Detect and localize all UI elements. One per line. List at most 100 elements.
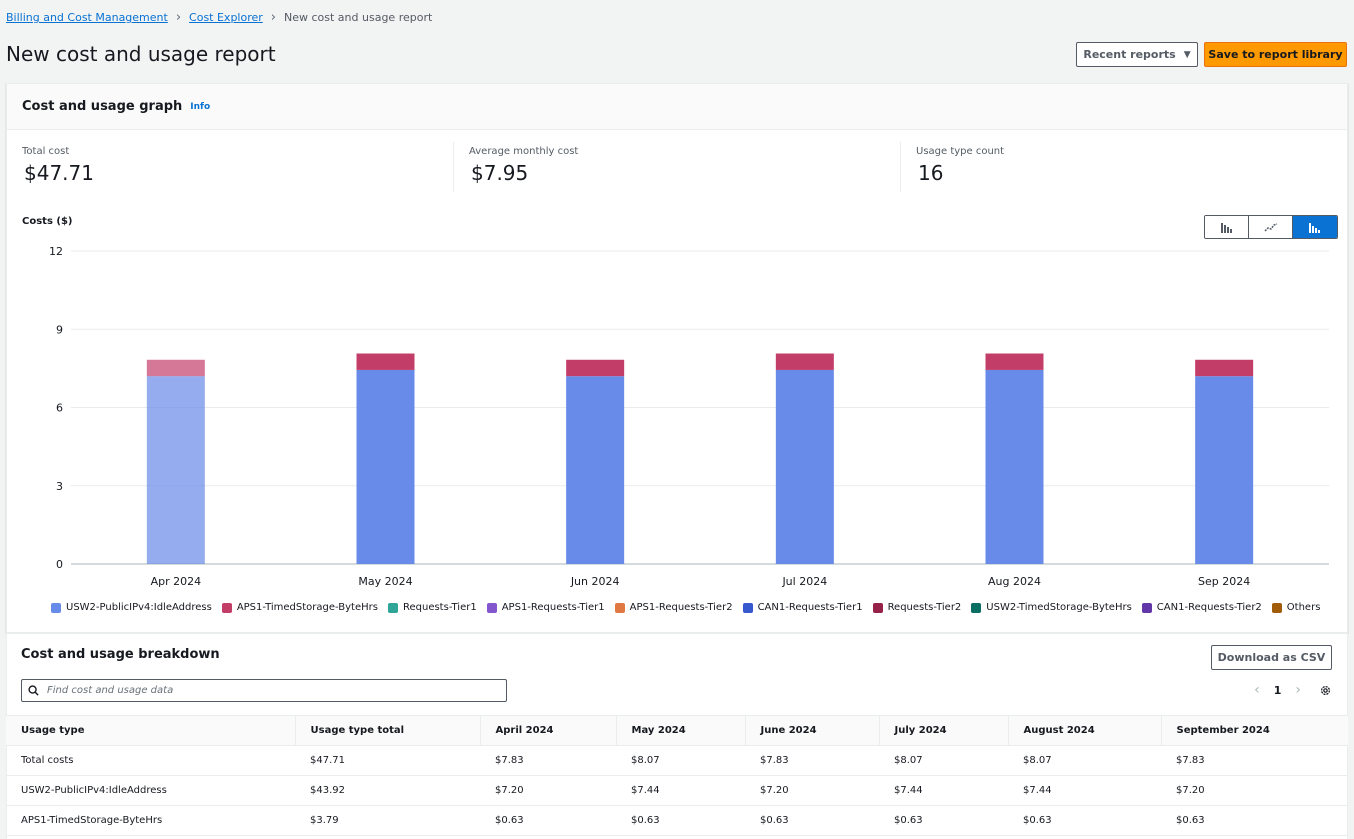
metric-label: Average monthly cost [469,146,579,157]
info-link[interactable]: Info [190,101,211,112]
breadcrumb: Billing and Cost Management › Cost Explo… [6,10,432,25]
bar-segment [1195,359,1254,377]
legend-item[interactable]: APS1-Requests-Tier1 [486,602,605,613]
column-header[interactable]: September 2024 [1160,715,1348,746]
legend-label: USW2-TimedStorage-ByteHrs [986,602,1132,613]
chevron-left-icon[interactable]: ‹ [1254,682,1260,698]
download-csv-label: Download as CSV [1217,651,1326,664]
metric-value: 16 [918,161,944,185]
search-input[interactable] [47,685,487,696]
recent-reports-button[interactable]: Recent reports ▼ [1076,42,1198,67]
page-title: New cost and usage report [6,42,276,66]
table-cell: $8.07 [616,745,745,776]
x-tick-label: Aug 2024 [988,575,1041,588]
stacked-bar-chart-toggle[interactable] [1293,216,1337,238]
y-tick-label: 3 [56,480,63,493]
legend-label: Requests-Tier1 [402,602,477,613]
legend-item[interactable]: USW2-PublicIPv4:IdleAddress [51,602,212,613]
bar-segment [1195,376,1254,564]
bar-chart-toggle[interactable] [1205,216,1249,238]
breakdown-table-wrap: Usage type Usage type total April 2024 M… [6,715,1348,836]
table-cell: $0.63 [480,805,616,836]
legend-swatch [1141,602,1152,613]
table-cell: $7.83 [1161,745,1348,776]
legend-item[interactable]: USW2-TimedStorage-ByteHrs [971,602,1132,613]
table-cell: $0.63 [879,805,1008,836]
y-tick-label: 0 [56,558,63,571]
table-cell: $7.44 [879,775,1008,806]
column-header[interactable]: Usage type total [294,715,480,746]
line-chart-toggle[interactable] [1249,216,1293,238]
table-cell: APS1-TimedStorage-ByteHrs [6,805,295,836]
legend-item[interactable]: CAN1-Requests-Tier1 [742,602,863,613]
table-cell: $7.83 [745,745,879,776]
legend-item[interactable]: APS1-TimedStorage-ByteHrs [221,602,378,613]
chevron-right-icon[interactable]: › [1295,682,1301,698]
table-cell: USW2-PublicIPv4:IdleAddress [6,775,295,806]
column-header[interactable]: May 2024 [615,715,745,746]
column-header[interactable]: August 2024 [1007,715,1161,746]
legend-swatch [51,602,61,613]
y-tick-label: 6 [56,402,63,415]
download-csv-button[interactable]: Download as CSV [1211,645,1332,670]
gear-icon[interactable] [1319,684,1332,697]
legend-item[interactable]: Requests-Tier1 [387,602,477,613]
page-number[interactable]: 1 [1273,683,1282,697]
table-cell: $0.63 [1008,805,1161,836]
legend-swatch [742,602,753,613]
bar-segment [775,353,834,370]
search-field[interactable] [21,679,507,702]
breadcrumb-billing-link[interactable]: Billing and Cost Management [6,11,168,24]
chevron-right-icon: › [175,10,182,25]
table-cell: $7.20 [480,775,616,806]
save-to-report-library-button[interactable]: Save to report library [1204,42,1347,67]
legend-item[interactable]: Requests-Tier2 [872,602,962,613]
table-cell: $7.83 [480,745,616,776]
table-cell: $0.63 [616,805,745,836]
metric-average-monthly-cost: Average monthly cost $7.95 [454,142,901,192]
column-header[interactable]: April 2024 [479,715,616,746]
chart-legend: USW2-PublicIPv4:IdleAddress APS1-TimedSto… [51,602,1320,613]
save-label: Save to report library [1208,48,1343,61]
bar-segment [566,359,625,377]
chart-y-axis-label: Costs ($) [22,216,73,227]
legend-item[interactable]: APS1-Requests-Tier2 [614,602,733,613]
x-tick-label: May 2024 [358,575,412,588]
column-header[interactable]: July 2024 [878,715,1008,746]
bar-segment [566,376,625,564]
bar-segment [356,369,415,564]
legend-swatch [387,602,398,613]
y-tick-label: 9 [56,323,63,336]
legend-swatch [614,602,625,613]
bar-segment [356,353,415,370]
legend-label: Requests-Tier2 [887,602,962,613]
legend-swatch [872,602,883,613]
legend-label: CAN1-Requests-Tier1 [757,602,863,613]
table-cell: $3.79 [295,805,480,836]
metric-value: $47.71 [24,161,94,185]
search-icon [28,685,39,696]
legend-item[interactable]: Others [1271,602,1321,613]
breadcrumb-cost-explorer-link[interactable]: Cost Explorer [189,11,263,24]
column-header[interactable]: June 2024 [744,715,879,746]
bar-segment [985,369,1044,564]
legend-swatch [1271,602,1282,613]
legend-label: Others [1286,602,1321,613]
breakdown-title: Cost and usage breakdown [21,647,220,662]
caret-down-icon: ▼ [1183,49,1191,60]
table-cell: $7.44 [616,775,745,806]
legend-swatch [486,602,497,613]
chevron-right-icon: › [270,10,276,25]
column-header[interactable]: Usage type [6,715,295,746]
metric-label: Usage type count [916,146,1005,157]
legend-label: USW2-PublicIPv4:IdleAddress [66,602,212,613]
metric-usage-type-count: Usage type count 16 [901,142,1347,192]
legend-label: APS1-TimedStorage-ByteHrs [236,602,378,613]
legend-item[interactable]: CAN1-Requests-Tier2 [1141,602,1262,613]
table-cell: $8.07 [1008,745,1161,776]
stacked-bar-chart-icon [1309,223,1320,233]
metric-total-cost: Total cost $47.71 [7,142,454,192]
bar-segment [775,369,834,564]
table-cell: Total costs [6,745,295,776]
chart-type-toggle [1204,215,1338,239]
